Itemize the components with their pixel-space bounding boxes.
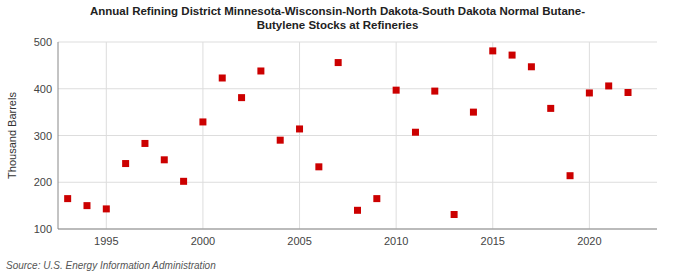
y-axis [58, 42, 59, 229]
point [567, 172, 574, 179]
point [103, 205, 110, 212]
grid-line [202, 42, 203, 229]
point [509, 52, 516, 59]
point [199, 118, 206, 125]
y-tick-label: 400 [34, 83, 52, 95]
point [180, 178, 187, 185]
y-tick-label: 300 [34, 130, 52, 142]
y-tick-label: 200 [34, 176, 52, 188]
point [605, 82, 612, 89]
x-axis [58, 229, 657, 230]
point [83, 202, 90, 209]
point [547, 105, 554, 112]
title: Annual Refining District Minnesota-Wisco… [90, 5, 585, 31]
grid [58, 42, 657, 229]
chart: Annual Refining District Minnesota-Wisco… [0, 0, 675, 275]
grid-line [106, 42, 107, 229]
source-note: Source: U.S. Energy Information Administ… [6, 260, 216, 271]
grid-line [58, 135, 657, 136]
point [412, 129, 419, 136]
grid-line [58, 229, 657, 230]
point [296, 125, 303, 132]
x-tick-label: 1995 [94, 235, 118, 247]
point [586, 89, 593, 96]
x-tick-label: 2015 [481, 235, 505, 247]
grid-line [492, 42, 493, 229]
point [393, 87, 400, 94]
point [315, 163, 322, 170]
y-tick-label: 500 [34, 36, 52, 48]
point [470, 109, 477, 116]
point [122, 160, 129, 167]
grid-line [589, 42, 590, 229]
grid-line [58, 182, 657, 183]
points [64, 47, 631, 218]
grid-line [58, 42, 657, 43]
grid-line [396, 42, 397, 229]
point [489, 47, 496, 54]
grid-line [58, 88, 657, 89]
x-tick-label: 2010 [384, 235, 408, 247]
y-axis-label: Thousand Barrels [6, 92, 18, 179]
point [161, 156, 168, 163]
grid-line [299, 42, 300, 229]
point [277, 137, 284, 144]
point [335, 59, 342, 66]
point [141, 140, 148, 147]
point [219, 74, 226, 81]
point [238, 94, 245, 101]
point [257, 67, 264, 74]
x-tick-label: 2000 [191, 235, 215, 247]
point [625, 89, 632, 96]
point [373, 195, 380, 202]
point [431, 88, 438, 95]
y-tick-label: 100 [34, 223, 52, 235]
point [528, 63, 535, 70]
x-tick-label: 2020 [577, 235, 601, 247]
point [354, 207, 361, 214]
point [64, 195, 71, 202]
x-tick-label: 2005 [287, 235, 311, 247]
point [451, 211, 458, 218]
